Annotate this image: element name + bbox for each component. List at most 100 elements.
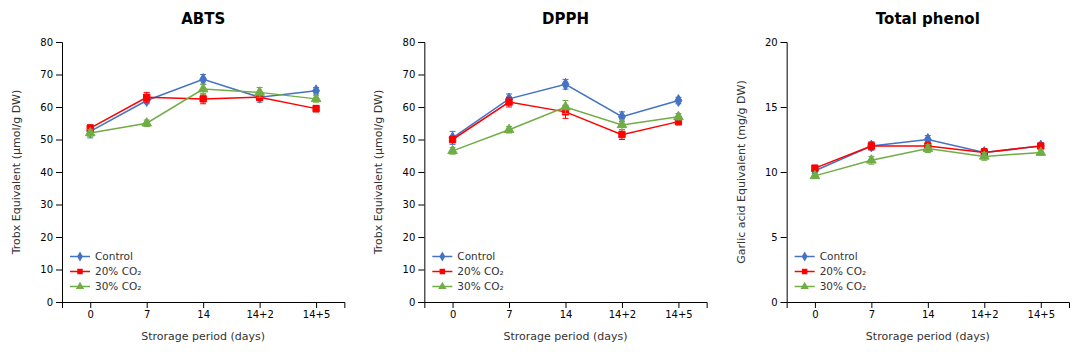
marker — [85, 127, 95, 135]
tick-mark — [418, 270, 424, 271]
legend-label: 20% CO₂ — [457, 265, 503, 277]
axis-line — [787, 303, 1069, 309]
tick-mark — [1041, 302, 1042, 308]
tick-mark — [418, 237, 424, 238]
marker — [504, 124, 514, 132]
tick: 7 — [506, 302, 512, 320]
tick-mark — [418, 75, 424, 76]
panel: 071414+214+501020304050607080ABTSStrorag… — [10, 10, 345, 343]
tick: 60 — [403, 102, 425, 113]
legend-label: 30% CO₂ — [457, 280, 503, 292]
plot-area — [85, 73, 320, 137]
tick: 5 — [771, 232, 786, 243]
tick: 70 — [40, 69, 62, 80]
tick: 14 — [197, 302, 210, 320]
tick-mark — [56, 205, 62, 206]
tick-label: 14 — [922, 309, 935, 320]
legend: Control20% CO₂30% CO₂ — [795, 250, 866, 292]
line — [90, 79, 316, 131]
tick-mark — [56, 140, 62, 141]
tick-mark — [260, 302, 261, 308]
title: DPPH — [542, 10, 589, 28]
axis-line — [63, 303, 345, 309]
legend-label: 30% CO₂ — [95, 280, 141, 292]
tick-label: 80 — [403, 37, 416, 48]
plot-area — [810, 134, 1045, 179]
tick: 80 — [40, 37, 62, 48]
tick-label: 50 — [403, 134, 416, 145]
title: Total phenol — [876, 10, 980, 28]
legend-label: Control — [820, 250, 858, 262]
tick-mark — [622, 302, 623, 308]
legend-label: Control — [457, 250, 495, 262]
panel: 071414+214+501020304050607080DPPHStrorag… — [372, 10, 707, 343]
tick-label: 0 — [88, 309, 94, 320]
tick-label: 14 — [197, 309, 210, 320]
legend-label: 30% CO₂ — [820, 280, 866, 292]
line — [453, 102, 679, 139]
marker — [979, 151, 989, 159]
tick: 20 — [403, 232, 425, 243]
tick-mark — [984, 302, 985, 308]
y-axis-title: Trobx Equivalent (μmol/g DW) — [10, 90, 23, 256]
marker — [449, 136, 455, 142]
tick: 40 — [40, 167, 62, 178]
marker — [143, 95, 150, 107]
tick-label: 0 — [812, 309, 818, 320]
tick-mark — [56, 107, 62, 108]
tick-label: 20 — [40, 232, 53, 243]
marker — [506, 99, 512, 105]
marker — [144, 94, 150, 100]
tick-label: 14+2 — [609, 309, 636, 320]
legend-swatch — [802, 269, 807, 274]
marker — [142, 118, 152, 126]
tick: 14+5 — [665, 302, 692, 320]
tick: 14+2 — [246, 302, 273, 320]
tick-label: 14+5 — [665, 309, 692, 320]
series — [449, 78, 682, 144]
tick-label: 14 — [560, 309, 573, 320]
tick: 0 — [450, 302, 456, 320]
tick-label: 0 — [409, 297, 415, 308]
tick-label: 14+2 — [246, 309, 273, 320]
series — [87, 73, 320, 137]
error-bar — [450, 136, 456, 143]
marker — [674, 111, 684, 119]
tick: 30 — [403, 199, 425, 210]
tick-mark — [678, 302, 679, 308]
tick-label: 20 — [765, 37, 778, 48]
tick: 10 — [765, 167, 787, 178]
tick: 7 — [144, 302, 150, 320]
tick-mark — [56, 237, 62, 238]
tick-mark — [928, 302, 929, 308]
error-bar — [619, 130, 625, 140]
tick-mark — [418, 42, 424, 43]
tick-mark — [418, 107, 424, 108]
tick-label: 15 — [765, 102, 778, 113]
marker — [448, 145, 458, 153]
tick-mark — [56, 302, 62, 303]
marker — [313, 105, 319, 111]
error-bar — [200, 94, 206, 104]
legend-swatch — [440, 269, 445, 274]
tick-mark — [453, 302, 454, 308]
x-axis-title: Strorage period (days) — [141, 330, 265, 343]
marker — [561, 101, 571, 109]
y-axis: 01020304050607080 — [40, 37, 62, 308]
tick-mark — [781, 107, 787, 108]
tick: 10 — [403, 264, 425, 275]
tick-mark — [418, 302, 424, 303]
series — [810, 143, 1045, 179]
x-axis-title: Strorage period (days) — [504, 330, 628, 343]
tick-label: 14+2 — [971, 309, 998, 320]
legend-item: 20% CO₂ — [70, 265, 141, 277]
tick-mark — [56, 270, 62, 271]
tick-mark — [781, 302, 787, 303]
chart: 071414+214+501020304050607080ABTSStrorag… — [0, 0, 1087, 352]
axis-line — [425, 303, 707, 309]
title: ABTS — [181, 10, 225, 28]
legend-item: Control — [432, 250, 495, 262]
tick: 30 — [40, 199, 62, 210]
legend-swatch — [439, 251, 445, 261]
marker — [1036, 147, 1046, 155]
